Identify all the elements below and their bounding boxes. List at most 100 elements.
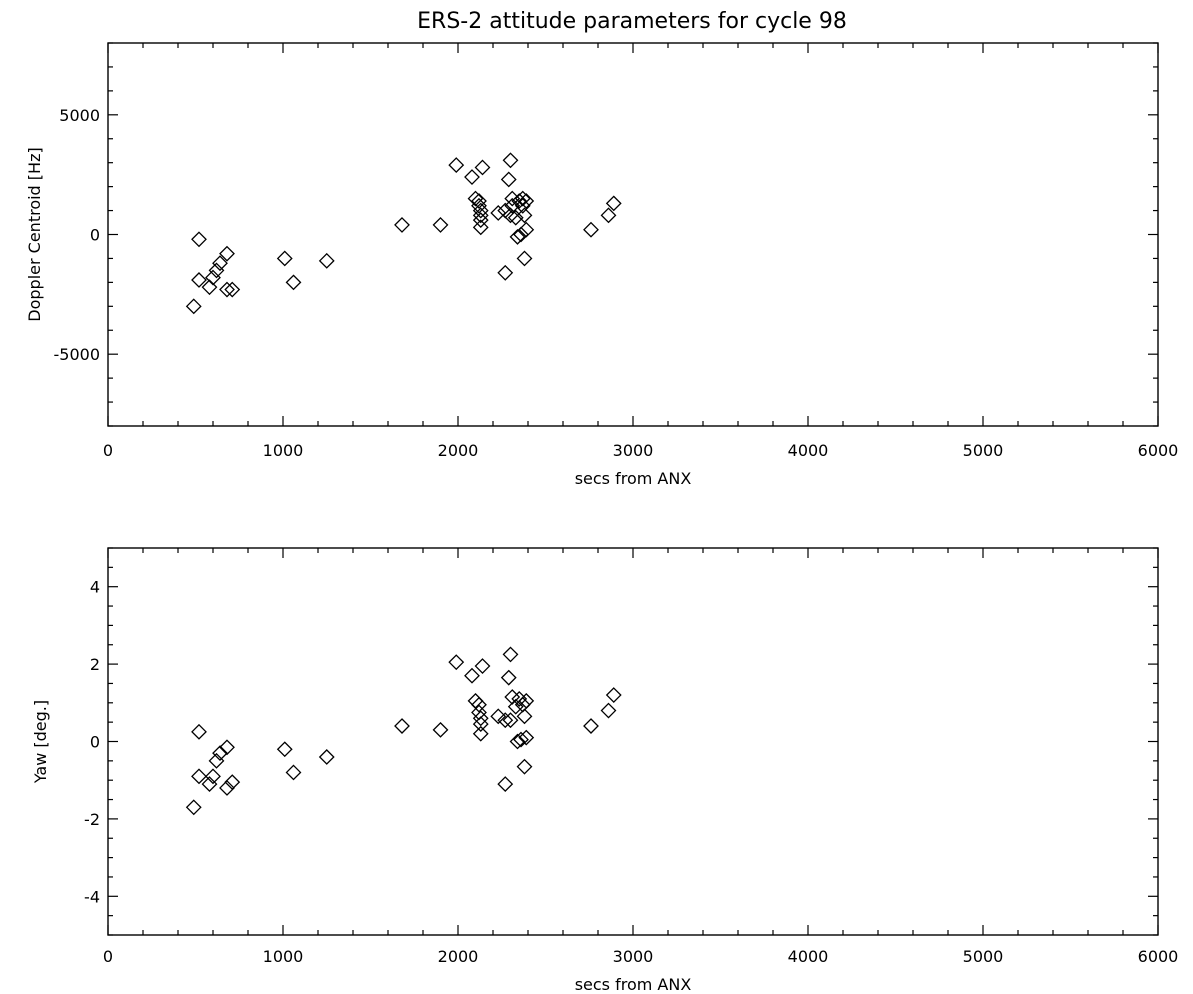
data-point	[509, 228, 526, 245]
data-point	[500, 171, 517, 188]
data-point	[432, 721, 449, 738]
data-point	[509, 733, 526, 750]
chart-title: ERS-2 attitude parameters for cycle 98	[417, 9, 847, 34]
x-tick-label: 1000	[263, 947, 304, 966]
bottom-plot-y-axis-label: Yaw [deg.]	[31, 700, 50, 784]
top-plot-frame	[107, 42, 1159, 427]
bottom-plot-x-axis-label: secs from ANX	[575, 975, 692, 994]
bottom-plot-x-tick-labels: 0 1000 2000 3000 4000 5000 6000	[103, 947, 1178, 966]
y-tick-label: 5000	[59, 106, 100, 125]
data-point	[471, 197, 487, 214]
data-point	[472, 219, 489, 236]
data-point	[504, 197, 521, 214]
data-point	[185, 298, 202, 315]
data-point	[276, 250, 293, 267]
data-point	[514, 190, 531, 207]
data-point	[219, 739, 235, 756]
x-tick-label: 6000	[1138, 441, 1179, 460]
bottom-plot-points	[185, 646, 622, 816]
data-point	[502, 152, 519, 169]
top-plot-points	[185, 152, 622, 315]
data-point	[191, 272, 207, 288]
data-point	[201, 279, 218, 296]
data-point	[224, 281, 241, 298]
data-point	[219, 281, 235, 298]
data-point	[285, 764, 302, 781]
data-point	[208, 262, 225, 279]
data-point	[472, 202, 489, 219]
data-point	[464, 169, 480, 185]
data-point	[285, 274, 302, 291]
top-plot-x-tick-labels: 0 1000 2000 3000 4000 5000 6000	[103, 441, 1178, 460]
data-point	[600, 207, 617, 224]
data-point	[219, 780, 235, 796]
data-point	[212, 255, 228, 272]
data-point	[432, 217, 449, 233]
top-plot-x-axis-label: secs from ANX	[575, 469, 692, 488]
y-tick-label: -4	[84, 887, 100, 906]
data-point	[191, 768, 207, 785]
x-tick-label: 3000	[613, 441, 654, 460]
data-point	[472, 710, 489, 727]
data-point	[474, 658, 491, 674]
x-tick-label: 1000	[263, 441, 304, 460]
top-plot: 0 1000 2000 3000 4000 5000 6000 -5000 0 5000 sec…	[25, 42, 1178, 488]
data-point	[513, 226, 529, 243]
data-point	[507, 209, 524, 226]
data-point	[448, 157, 465, 174]
x-tick-label: 0	[103, 441, 113, 460]
x-tick-label: 6000	[1138, 947, 1179, 966]
data-point	[513, 731, 529, 748]
data-point	[502, 646, 519, 663]
data-point	[472, 725, 489, 742]
bottom-plot: 0 1000 2000 3000 4000 5000 6000 -4 -2 0 2 4 secs f…	[31, 547, 1178, 994]
data-point	[224, 774, 241, 791]
y-tick-label: 2	[90, 655, 100, 674]
data-point	[516, 758, 533, 775]
data-point	[514, 197, 531, 214]
x-tick-label: 0	[103, 947, 113, 966]
data-point	[600, 702, 617, 719]
y-tick-label: -2	[84, 810, 100, 829]
data-point	[467, 190, 484, 207]
x-tick-label: 5000	[963, 441, 1004, 460]
data-point	[472, 207, 489, 224]
x-tick-label: 4000	[788, 441, 829, 460]
data-point	[500, 669, 517, 686]
data-point	[497, 776, 514, 792]
x-tick-label: 2000	[438, 441, 479, 460]
data-point	[502, 712, 519, 729]
x-tick-label: 3000	[613, 947, 654, 966]
data-point	[490, 708, 507, 725]
data-point	[185, 799, 202, 816]
x-tick-label: 5000	[963, 947, 1004, 966]
y-tick-label: 4	[90, 578, 100, 597]
data-point	[583, 221, 599, 238]
top-plot-y-tick-labels: -5000 0 5000	[54, 106, 101, 364]
bottom-plot-y-tick-labels: -4 -2 0 2 4	[84, 578, 100, 907]
data-point	[464, 667, 480, 684]
data-point	[276, 741, 293, 758]
top-plot-y-axis-label: Doppler Centroid [Hz]	[25, 147, 44, 321]
data-point	[518, 729, 535, 746]
data-point	[516, 708, 533, 725]
data-point	[471, 696, 487, 713]
data-point	[191, 723, 207, 740]
y-tick-label: -5000	[54, 345, 101, 364]
x-tick-label: 2000	[438, 947, 479, 966]
data-point	[502, 207, 519, 224]
bottom-plot-ticks	[107, 547, 1159, 936]
data-point	[518, 692, 535, 709]
data-point	[516, 250, 533, 267]
data-point	[318, 252, 335, 269]
data-point	[394, 217, 410, 233]
data-point	[605, 195, 622, 212]
data-point	[583, 718, 599, 734]
data-point	[497, 264, 514, 281]
top-plot-ticks	[107, 42, 1159, 427]
data-point	[497, 712, 514, 729]
data-point	[191, 231, 207, 248]
data-point	[448, 654, 465, 671]
data-point	[518, 193, 535, 209]
